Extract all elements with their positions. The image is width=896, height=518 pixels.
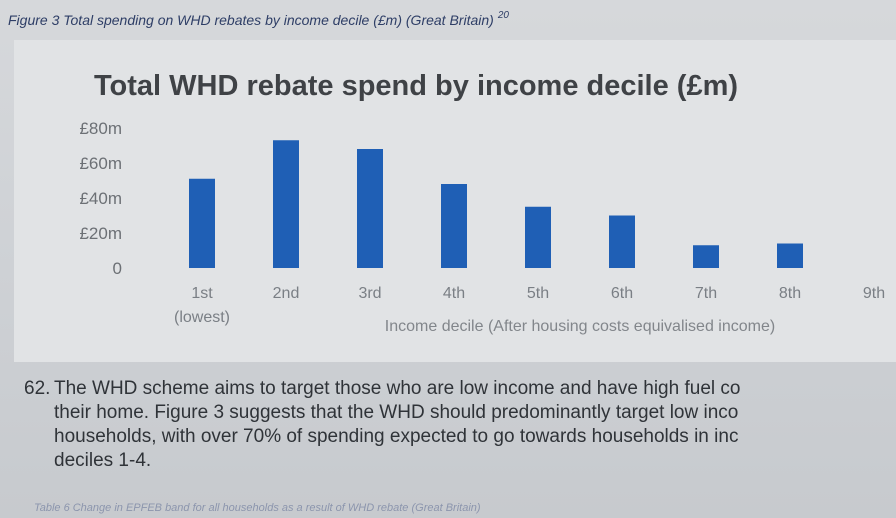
y-tick-label: 0 bbox=[113, 259, 122, 278]
x-category-label: (lowest) bbox=[174, 309, 230, 326]
y-tick-label: £60m bbox=[79, 154, 122, 173]
footnote-marker: 20 bbox=[497, 10, 509, 21]
chart-title: Total WHD rebate spend by income decile … bbox=[94, 70, 739, 102]
y-tick-label: £80m bbox=[79, 119, 122, 138]
paragraph-line-1: The WHD scheme aims to target those who … bbox=[54, 378, 741, 399]
y-tick-label: £40m bbox=[79, 189, 122, 208]
bar-5 bbox=[525, 206, 551, 268]
bar-7 bbox=[693, 245, 719, 268]
x-axis-title: Income decile (After housing costs equiv… bbox=[385, 318, 775, 335]
x-category-label: 4th bbox=[443, 285, 465, 302]
x-category-label: 5th bbox=[527, 285, 549, 302]
x-category-label: 2nd bbox=[273, 285, 300, 302]
y-tick-label: £20m bbox=[79, 224, 122, 243]
bars bbox=[189, 140, 803, 268]
x-category-label: 7th bbox=[695, 285, 717, 302]
x-category-label: 8th bbox=[779, 285, 801, 302]
y-axis-tick-labels: 0 £20m £40m £60m £80m bbox=[79, 119, 122, 278]
paragraph-line-3: households, with over 70% of spending ex… bbox=[54, 426, 739, 447]
x-category-label: 3rd bbox=[358, 285, 381, 302]
bar-4 bbox=[441, 184, 467, 268]
paragraph-62: 62. The WHD scheme aims to target those w… bbox=[24, 377, 896, 473]
bar-3 bbox=[357, 149, 383, 268]
x-category-label: 9th bbox=[863, 285, 885, 302]
bar-2 bbox=[273, 140, 299, 268]
bar-1 bbox=[189, 178, 215, 268]
x-category-label: 6th bbox=[611, 285, 633, 302]
figure-caption: Figure 3 Total spending on WHD rebates b… bbox=[8, 10, 509, 28]
paragraph-line-2: their home. Figure 3 suggests that the W… bbox=[54, 402, 739, 423]
x-category-label: 1st bbox=[191, 285, 213, 302]
table-caption: Table 6 Change in EPFEB band for all hou… bbox=[34, 502, 481, 514]
figure-caption-text: Figure 3 Total spending on WHD rebates b… bbox=[8, 12, 494, 28]
paragraph-line: 62. The WHD scheme aims to target those w… bbox=[24, 377, 896, 401]
bar-6 bbox=[609, 215, 635, 268]
x-axis-category-labels: 1st (lowest) 2nd 3rd 4th 5th 6th 7th 8th 9th bbox=[174, 285, 885, 326]
bar-8 bbox=[777, 243, 803, 268]
paragraph-line-4: deciles 1-4. bbox=[54, 450, 152, 471]
paragraph-number: 62. bbox=[24, 378, 51, 399]
